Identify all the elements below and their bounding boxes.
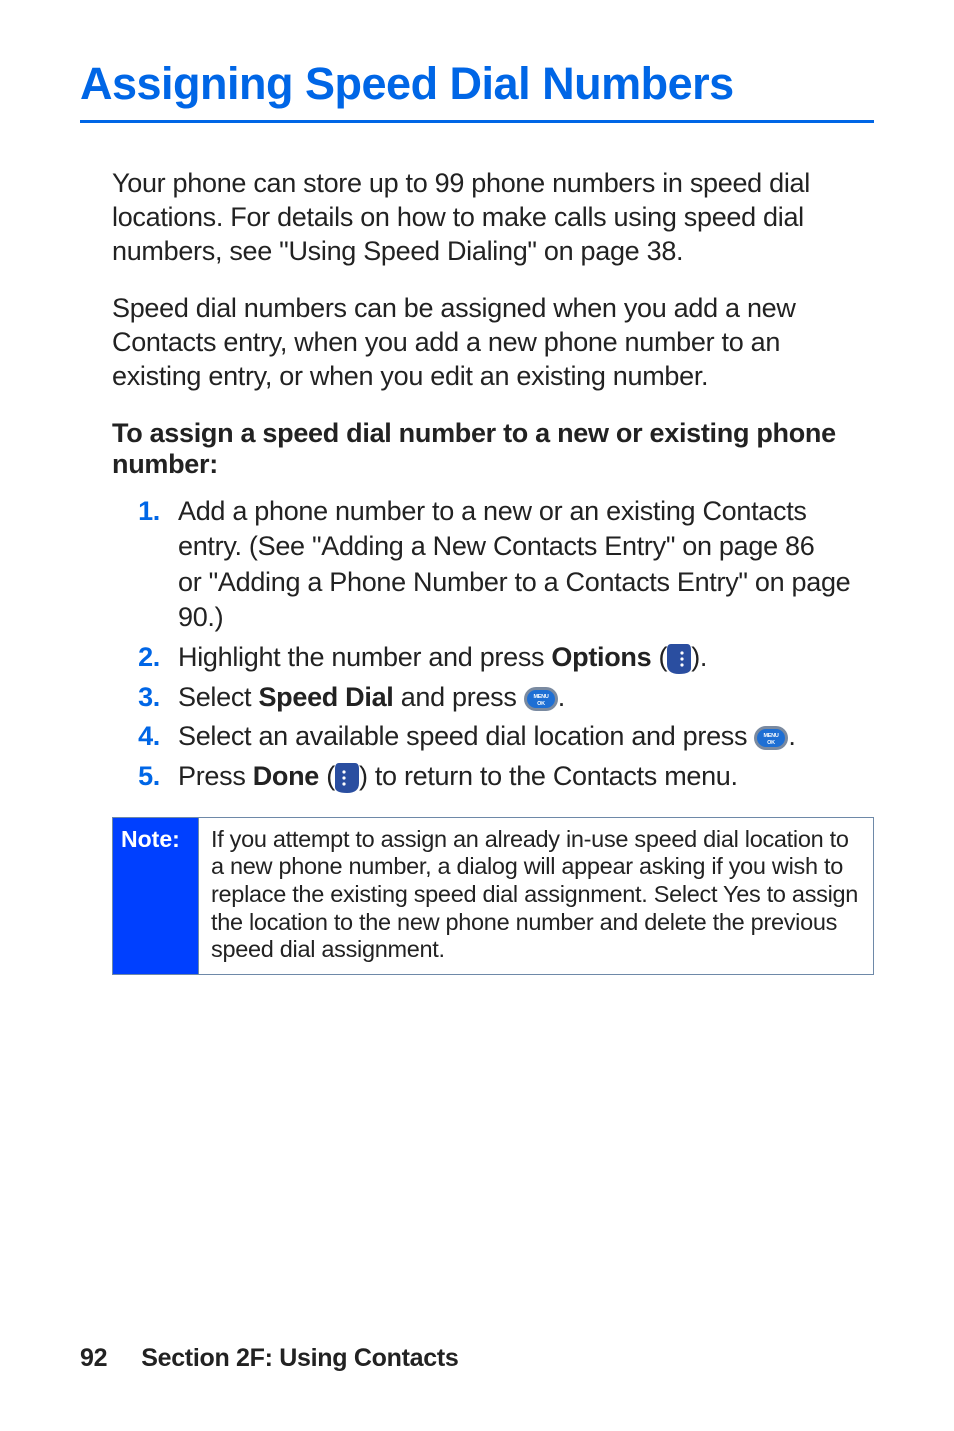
step-body: Select Speed Dial and press MENUOK. (178, 680, 874, 716)
step-1: 1. Add a phone number to a new or an exi… (132, 494, 874, 637)
note-box: Note: If you attempt to assign an alread… (112, 817, 874, 976)
bold-label: Speed Dial (258, 682, 393, 712)
svg-text:OK: OK (768, 740, 776, 746)
svg-text:MENU: MENU (764, 733, 779, 739)
step-text: Press (178, 761, 253, 791)
note-text: If you attempt to assign an already in-u… (211, 826, 858, 963)
step-4: 4. Select an available speed dial locati… (132, 719, 874, 755)
paragraph-intro-1: Your phone can store up to 99 phone numb… (112, 167, 874, 268)
step-text: and press (394, 682, 524, 712)
step-number: 3. (132, 680, 178, 716)
page-number: 92 (80, 1344, 107, 1373)
procedure-lead: To assign a speed dial number to a new o… (112, 418, 874, 480)
page-title: Assigning Speed Dial Numbers (80, 58, 874, 110)
step-text: or "Adding a Phone Number to a Contacts … (178, 567, 850, 633)
page-footer: 92 Section 2F: Using Contacts (80, 1344, 458, 1373)
step-text: ) to return to the Contacts menu. (359, 761, 738, 791)
note-label: Note: (121, 826, 180, 852)
main-content: Your phone can store up to 99 phone numb… (80, 167, 874, 975)
svg-text:OK: OK (537, 701, 545, 707)
note-label-cell: Note: (113, 817, 199, 975)
step-3: 3. Select Speed Dial and press MENUOK. (132, 680, 874, 716)
step-text: . (788, 721, 795, 751)
step-number: 2. (132, 640, 178, 676)
step-body: Select an available speed dial location … (178, 719, 874, 755)
step-number: 1. (132, 494, 178, 530)
step-number: 4. (132, 719, 178, 755)
note-text-cell: If you attempt to assign an already in-u… (199, 817, 874, 975)
step-text: Select (178, 682, 258, 712)
softkey-left-icon (335, 763, 359, 793)
step-text: Select an available speed dial location … (178, 721, 754, 751)
step-text: Add a phone number to a new or an existi… (178, 496, 814, 562)
step-text: ( (651, 642, 667, 672)
step-5: 5. Press Done ( ) to return to the Contac… (132, 759, 874, 795)
bold-label: Done (253, 761, 319, 791)
step-body: Press Done ( ) to return to the Contacts … (178, 759, 874, 795)
steps-list: 1. Add a phone number to a new or an exi… (112, 494, 874, 795)
section-label: Section 2F: Using Contacts (141, 1344, 458, 1372)
menu-ok-icon: MENUOK (754, 726, 788, 750)
title-rule (80, 120, 874, 123)
svg-text:MENU: MENU (533, 694, 548, 700)
paragraph-intro-2: Speed dial numbers can be assigned when … (112, 292, 874, 393)
menu-ok-icon: MENUOK (524, 687, 558, 711)
bold-label: Options (551, 642, 651, 672)
step-text: Highlight the number and press (178, 642, 551, 672)
step-body: Add a phone number to a new or an existi… (178, 494, 874, 637)
step-text: . (558, 682, 565, 712)
step-text: ). (691, 642, 707, 672)
step-text: ( (319, 761, 335, 791)
softkey-right-icon (667, 644, 691, 674)
step-number: 5. (132, 759, 178, 795)
step-body: Highlight the number and press Options (… (178, 640, 874, 676)
step-2: 2. Highlight the number and press Option… (132, 640, 874, 676)
